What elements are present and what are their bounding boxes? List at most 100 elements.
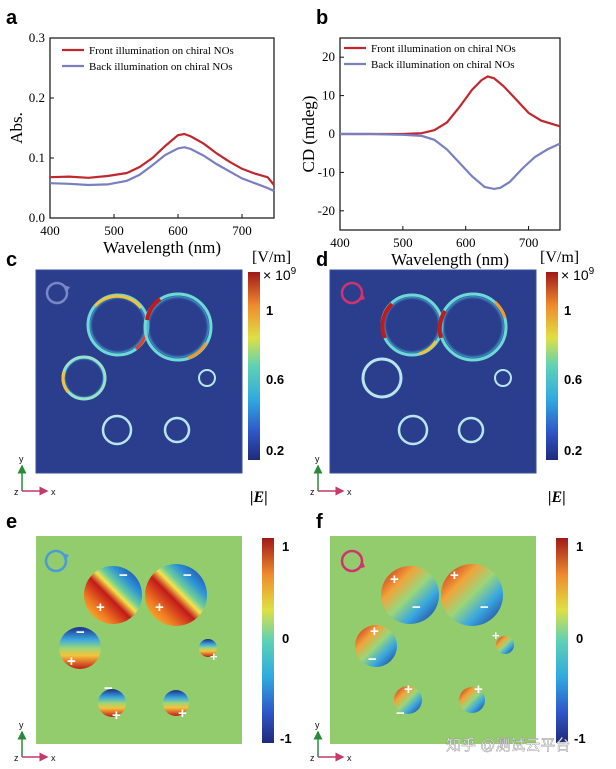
chart-a-series-line-front: [49, 132, 275, 186]
charge-plus: +: [67, 653, 76, 670]
colorbar-c-tick-0.2: 0.2: [266, 443, 284, 458]
panel-label-d: d: [316, 249, 328, 271]
axis-z-label: z: [14, 487, 19, 497]
charge-minus: −: [412, 599, 421, 616]
chart-b-y-axis-label: CD (mdeg): [299, 96, 318, 173]
charge-plus: +: [390, 571, 399, 588]
chart-a-x-tick-label: 500: [104, 223, 124, 238]
colorbar-e-tick--1: -1: [280, 731, 292, 746]
colorbar-e-tick-1: 1: [282, 539, 289, 554]
chart-a-y-tick-label: 0.1: [29, 150, 45, 165]
charge-minus: −: [104, 680, 113, 697]
axis-x-label: x: [51, 487, 56, 497]
field-map-d: [329, 269, 537, 474]
chart-b-y-tick-label: 0: [329, 126, 336, 141]
colorbar-d-gradient: [546, 272, 558, 460]
colorbar-c-quantity: |E|: [250, 489, 268, 506]
charge-plus: +: [112, 707, 121, 724]
dipole-disk: [441, 564, 503, 626]
chart-b: 400 500 600 700 -20 -10 0 10 20 Wavelength (nm) CD…: [299, 37, 561, 269]
charge-minus: −: [183, 567, 192, 584]
chart-a-x-axis-label: Wavelength (nm): [103, 238, 221, 257]
chart-b-y-tick-label: -10: [318, 164, 335, 179]
charge-minus: −: [119, 567, 128, 584]
colorbar-e: 1 0 -1: [262, 538, 292, 746]
chart-a-y-axis-label: Abs.: [7, 112, 26, 144]
chart-b-x-axis-label: Wavelength (nm): [391, 250, 509, 269]
chart-b-x-tick-label: 600: [456, 235, 476, 250]
axis-y-label: y: [315, 720, 320, 730]
chart-a-x-tick-label: 700: [232, 223, 252, 238]
axis-z-label: z: [310, 753, 315, 763]
charge-plus: +: [370, 623, 379, 640]
charge-plus: +: [492, 628, 500, 643]
watermark: 知乎 @测试云平台: [446, 737, 570, 754]
colorbar-c-gradient: [248, 272, 260, 460]
axis-x-label: x: [347, 753, 352, 763]
colorbar-e-gradient: [262, 538, 274, 743]
chart-a-legend-label: Back illumination on chiral NOs: [89, 61, 233, 73]
chart-b-x-tick-label: 700: [519, 235, 539, 250]
colorbar-c: [V/m] × 109 1 0.6 0.2 |E|: [248, 249, 297, 506]
colorbar-c-tick-0.6: 0.6: [266, 372, 284, 387]
lcp-rotation-icon: [44, 549, 69, 573]
charge-plus: +: [404, 681, 413, 698]
axis-x-label: x: [51, 753, 56, 763]
colorbar-f: 1 0 -1: [556, 538, 586, 746]
chart-a-y-tick-label: 0.0: [29, 210, 45, 225]
dipole-disk: [84, 566, 142, 624]
nanoparticle-rings-c: [61, 292, 216, 446]
chart-b-x-tick-label: 500: [393, 235, 413, 250]
charge-plus: +: [450, 567, 459, 584]
charge-map-f: + − + − + − + + − +: [330, 536, 536, 744]
field-map-c: [35, 269, 243, 474]
axis-triad-d: y z x: [310, 454, 352, 497]
chart-a-legend-label: Front illumination on chiral NOs: [89, 45, 234, 57]
panel-label-b: b: [316, 7, 328, 29]
dipole-disk: [459, 687, 485, 713]
dipole-disk: [59, 627, 101, 669]
axis-y-label: y: [19, 720, 24, 730]
dipole-disk: [355, 625, 397, 667]
axis-y-label: y: [19, 454, 24, 464]
charge-plus: +: [210, 649, 218, 664]
charge-minus: −: [368, 651, 377, 668]
panel-label-e: e: [6, 511, 17, 533]
colorbar-c-tick-1: 1: [266, 303, 273, 318]
charge-minus: −: [76, 624, 85, 641]
charge-plus: +: [155, 599, 164, 616]
field-map-d-background: [330, 270, 536, 473]
axis-z-label: z: [310, 487, 315, 497]
chart-a-series-line-back: [49, 146, 275, 192]
colorbar-f-tick-0: 0: [576, 631, 583, 646]
axis-triad-c: y z x: [14, 454, 56, 497]
colorbar-d-tick-0.6: 0.6: [564, 372, 582, 387]
rcp-rotation-icon: [340, 549, 365, 573]
chart-b-series-line-back: [340, 132, 561, 191]
dipole-disk: [394, 686, 422, 714]
chart-a-x-tick-label: 400: [40, 223, 60, 238]
dipole-disk: [199, 639, 217, 657]
nanoparticle-rings-d: [361, 292, 512, 446]
chart-b-y-tick-label: -20: [318, 203, 335, 218]
chart-a-plot-frame: [49, 37, 275, 219]
charge-plus: +: [474, 681, 483, 698]
chart-b-y-tick-label: 20: [322, 49, 335, 64]
colorbar-f-tick--1: -1: [574, 731, 586, 746]
charge-map-e: − + − + − + + − + +: [36, 536, 242, 744]
chart-b-x-tick-label: 400: [330, 235, 350, 250]
chart-a-x-tick-label: 600: [168, 223, 188, 238]
dipole-disk: [496, 636, 514, 654]
colorbar-e-tick-0: 0: [282, 631, 289, 646]
rcp-rotation-icon: [340, 281, 365, 305]
lcp-rotation-icon: [45, 281, 70, 305]
charge-minus: −: [396, 705, 405, 722]
dipole-disk: [381, 566, 439, 624]
panel-label-c: c: [6, 249, 17, 271]
colorbar-d-quantity: |E|: [548, 489, 566, 506]
axis-triad-e: y z x: [14, 720, 56, 763]
colorbar-d-tick-1: 1: [564, 303, 571, 318]
chart-a: 400 500 600 700 0.0 0.1 0.2 0.3 Wavelength (nm) A…: [7, 30, 275, 257]
dipole-disk: [98, 689, 126, 717]
